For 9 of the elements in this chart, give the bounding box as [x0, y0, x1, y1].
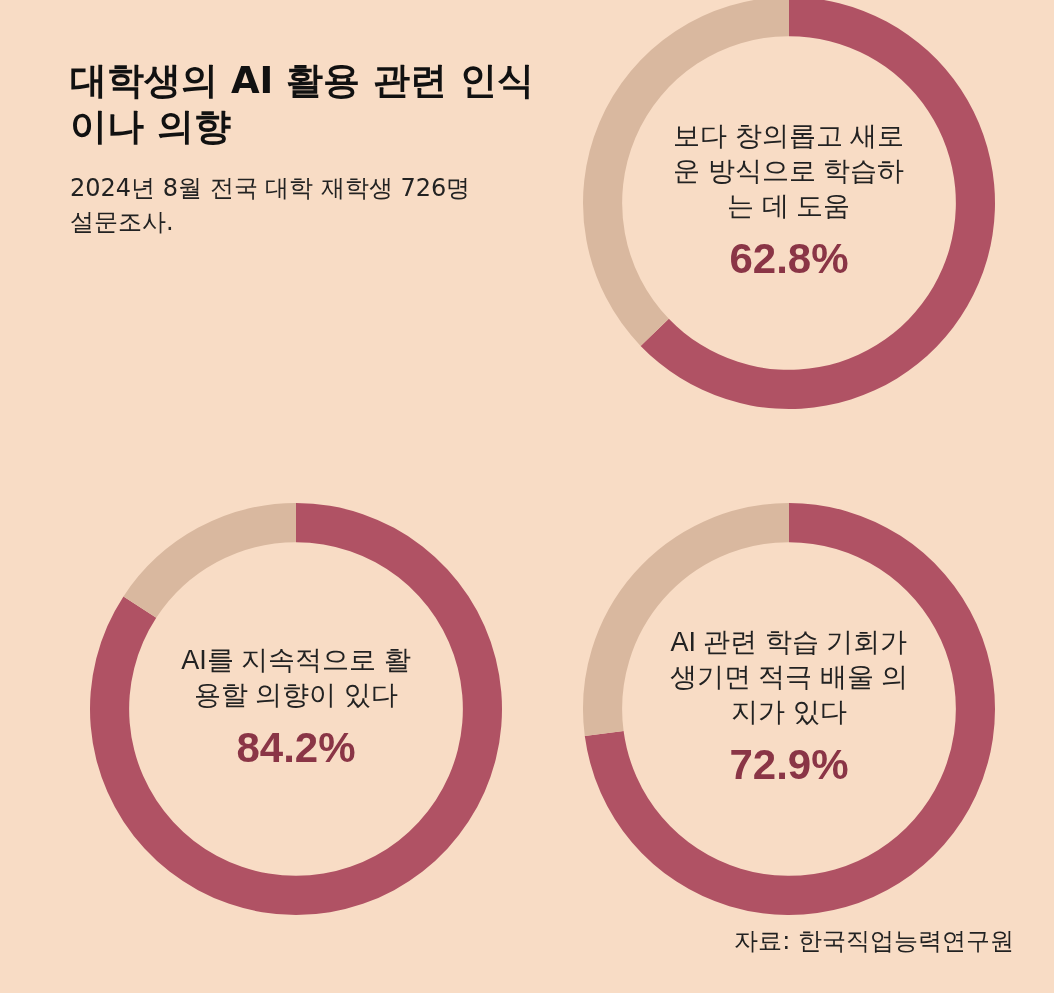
slice-label: AI를 지속적으로 활용할 의향이 있다 — [180, 643, 412, 712]
text: 대학생의 AI 활용 관련 인식이나 의향 — [70, 58, 535, 151]
data-label: 84.2% — [236, 722, 356, 773]
data-label: 62.8% — [729, 234, 849, 285]
slice-label: 보다 창의롭고 새로운 방식으로 학습하는 데 도움 — [672, 120, 906, 224]
data-label: 72.9% — [729, 740, 849, 791]
slice-label: AI 관련 학습 기회가 생기면 적극 배울 의지가 있다 — [668, 626, 910, 730]
text: 자료: 한국직업능력연구원 — [734, 926, 1014, 957]
text: 2024년 8월 전국 대학 재학생 726명 설문조사. — [70, 173, 472, 238]
